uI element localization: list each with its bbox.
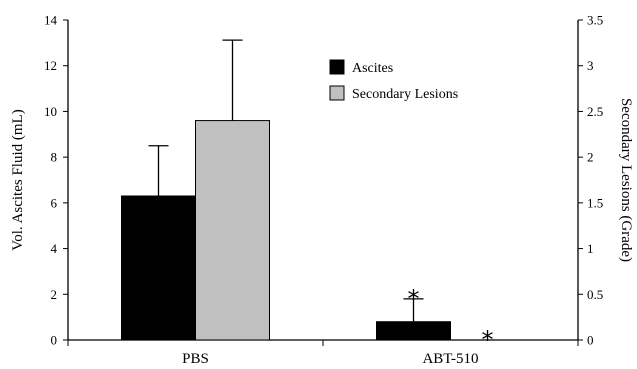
significance-star: * <box>482 326 494 354</box>
category-label: PBS <box>182 351 209 367</box>
y-tick-label-left: 4 <box>51 241 58 256</box>
y-tick-label-left: 8 <box>51 150 58 165</box>
y-tick-label-right: 3.5 <box>587 13 603 28</box>
legend-swatch <box>329 85 345 101</box>
y-tick-label-right: 1.5 <box>587 195 603 210</box>
y-tick-label-left: 6 <box>51 195 58 210</box>
y-tick-label-right: 3 <box>587 58 594 73</box>
category-label: ABT-510 <box>422 351 478 367</box>
y-tick-label-left: 12 <box>44 58 57 73</box>
bar-secondary-lesions <box>195 120 270 341</box>
y-axis-title-left: Vol. Ascites Fluid (mL) <box>10 109 26 250</box>
y-tick-label-left: 10 <box>44 104 57 119</box>
y-tick-label-right: 0 <box>587 333 594 348</box>
y-tick-label-left: 2 <box>51 287 58 302</box>
y-tick-label-left: 0 <box>51 333 58 348</box>
y-tick-label-left: 14 <box>44 13 58 28</box>
y-axis-title-right: Secondary Lesions (Grade) <box>618 98 634 262</box>
legend-label: Ascites <box>352 61 393 76</box>
y-tick-label-right: 1 <box>587 241 594 256</box>
legend-label: Secondary Lesions <box>352 87 458 102</box>
y-tick-label-right: 2 <box>587 150 594 165</box>
significance-star: * <box>408 285 420 313</box>
bar-ascites <box>376 321 451 341</box>
legend-swatch <box>329 59 345 75</box>
bar-ascites <box>121 195 196 341</box>
y-tick-label-right: 2.5 <box>587 104 603 119</box>
y-tick-label-right: 0.5 <box>587 287 603 302</box>
